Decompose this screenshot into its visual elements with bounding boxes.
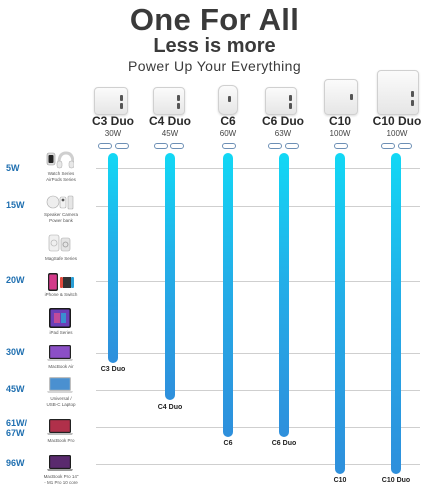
usb-port (120, 103, 123, 109)
capability-bar-c3-duo (108, 153, 118, 363)
macbook-pro-icon (47, 419, 73, 435)
device-caption: MacBook Air (48, 364, 74, 369)
speaker-camera-powerbank-icon (46, 195, 74, 210)
device-caption: MacBook Pro (47, 438, 75, 443)
level-line (96, 206, 420, 207)
watt-level-label: 30W (6, 347, 25, 357)
laptop-icon (47, 377, 73, 393)
page-title: One For All (129, 2, 300, 37)
product-wattage: 63W (274, 129, 292, 138)
macbook-air-icon (47, 345, 73, 361)
device-caption: MagSafe Series (44, 256, 78, 261)
product-name: C6 Duo (262, 114, 304, 128)
watt-level-label: 96W (6, 458, 25, 468)
port-indicator (334, 143, 348, 149)
watt-level-label: 45W (6, 384, 25, 394)
port-indicator (381, 143, 395, 149)
level-line (96, 390, 420, 391)
port-indicator (115, 143, 129, 149)
usb-port (411, 91, 414, 97)
product-name: C4 Duo (149, 114, 191, 128)
product-name: C10 Duo (372, 114, 422, 128)
ipad-icon (49, 308, 71, 328)
product-wattage: 60W (219, 129, 237, 138)
product-wattage: 45W (161, 129, 179, 138)
usb-port (411, 100, 414, 106)
charger-c10-image (324, 79, 358, 115)
port-indicator (154, 143, 168, 149)
capability-bar-c6 (223, 153, 233, 437)
level-line (96, 353, 420, 354)
product-wattage: 100W (386, 129, 408, 138)
watt-level-label: 20W (6, 275, 25, 285)
usb-port (289, 103, 292, 109)
capability-bar-c4-duo (165, 153, 175, 400)
page-subtitle: Less is more (153, 35, 276, 57)
bar-end-label: C6 Duo (271, 440, 297, 447)
bar-end-label: C10 (333, 477, 347, 484)
bar-end-label: C10 Duo (381, 477, 411, 484)
device-caption: Universal / USB-C Laptop (46, 396, 76, 407)
device-caption: iPhone & Switch (44, 292, 78, 297)
capability-bar-c10-duo (391, 153, 401, 474)
device-caption: Speaker Camera Power bank (43, 212, 79, 223)
level-line (96, 281, 420, 282)
level-line (96, 168, 420, 169)
watt-level-label: 15W (6, 200, 25, 210)
watt-level-label: 61W/ 67W (6, 418, 28, 438)
level-line (96, 427, 420, 428)
bar-end-label: C3 Duo (100, 366, 126, 373)
capability-bar-c10 (335, 153, 345, 474)
level-line (96, 464, 420, 465)
bar-end-label: C4 Duo (157, 404, 183, 411)
port-indicator (98, 143, 112, 149)
usb-port (120, 95, 123, 101)
capability-bar-c6-duo (279, 153, 289, 437)
device-caption: MacBook Pro 14" - M1 Pro 10 core (43, 474, 79, 485)
port-indicator (170, 143, 184, 149)
magsafe-icon (48, 234, 71, 252)
page-tagline: Power Up Your Everything (127, 58, 302, 74)
usb-port (350, 94, 353, 100)
port-indicator (398, 143, 412, 149)
product-name: C6 (220, 114, 236, 128)
port-indicator (285, 143, 299, 149)
bar-end-label: C6 (223, 440, 233, 447)
usb-port (177, 95, 180, 101)
macbook-pro-14-icon (47, 455, 73, 471)
charger-c10-duo-image (377, 70, 419, 115)
charger-c3-duo-image (94, 87, 128, 115)
charger-c4-duo-image (153, 87, 185, 115)
charger-c6-duo-image (265, 87, 297, 115)
device-caption: Watch Series AirPods Series (46, 171, 76, 182)
product-wattage: 100W (329, 129, 351, 138)
product-name: C10 (328, 114, 351, 128)
usb-port (228, 96, 231, 102)
device-caption: iPad Series (49, 330, 73, 335)
usb-port (177, 103, 180, 109)
watt-level-label: 5W (6, 163, 20, 173)
watch-airpods-icon (46, 151, 74, 169)
port-indicator (222, 143, 236, 149)
product-wattage: 30W (104, 129, 122, 138)
product-name: C3 Duo (92, 114, 134, 128)
port-indicator (268, 143, 282, 149)
charger-c6-image (218, 85, 238, 115)
iphone-switch-icon (48, 273, 74, 291)
usb-port (289, 95, 292, 101)
